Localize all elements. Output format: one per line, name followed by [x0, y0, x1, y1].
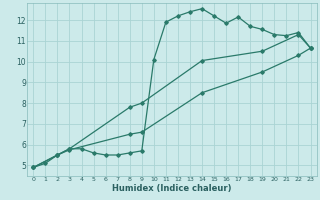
X-axis label: Humidex (Indice chaleur): Humidex (Indice chaleur): [112, 184, 232, 193]
